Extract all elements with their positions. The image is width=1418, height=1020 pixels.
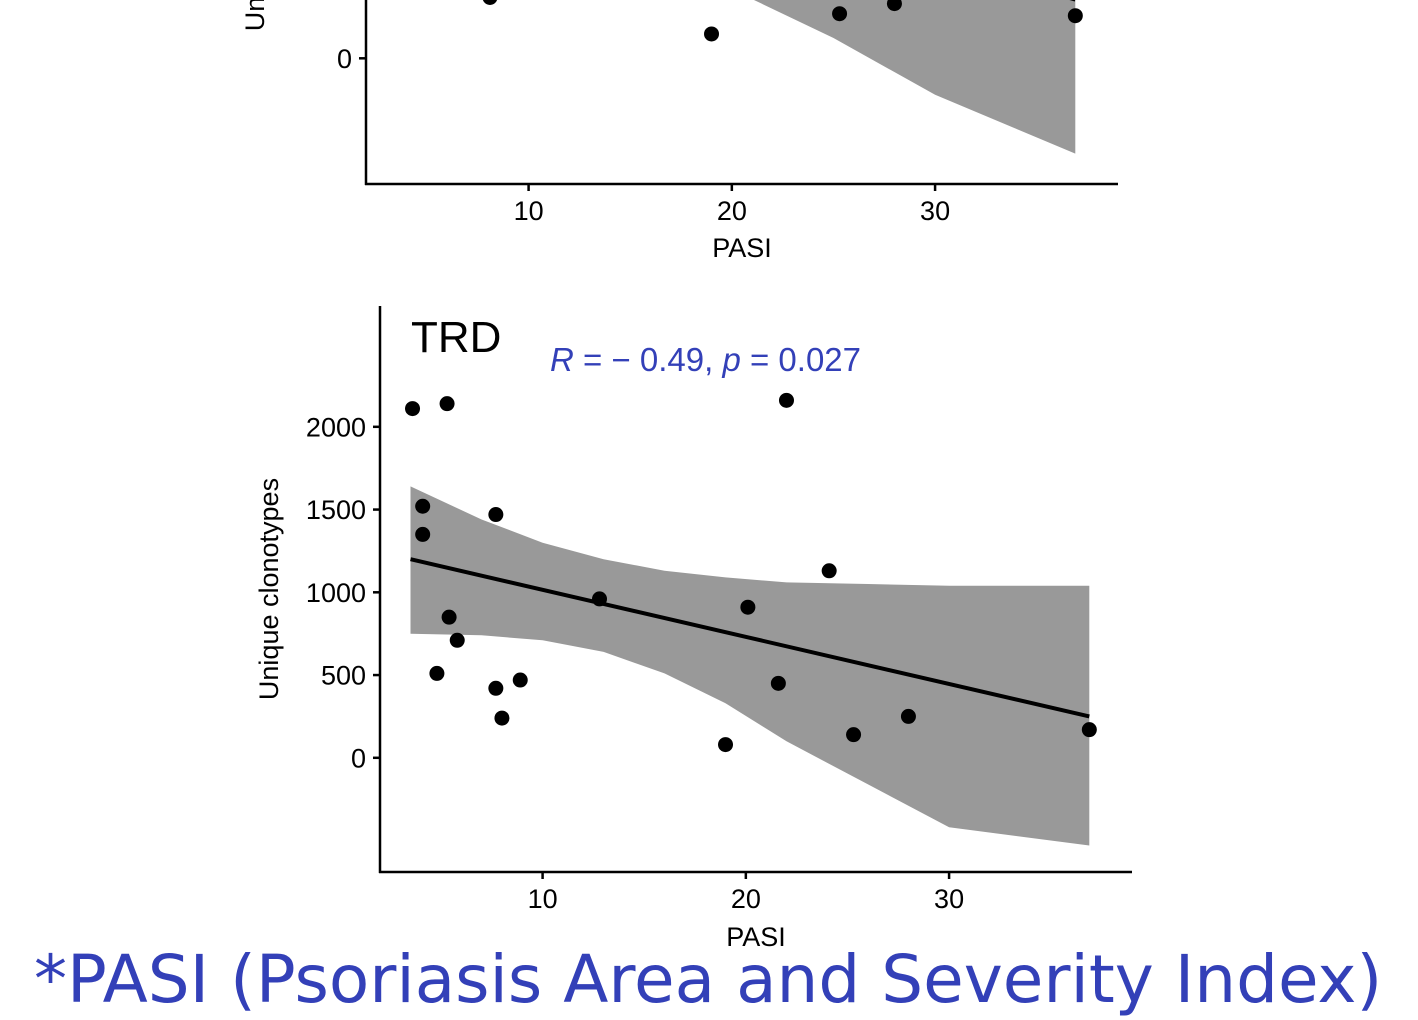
confidence-band <box>410 486 1090 846</box>
data-point <box>770 675 786 691</box>
x-axis-title: PASI <box>712 233 772 263</box>
panel-label: TRD <box>411 313 501 362</box>
y-tick-label: 500 <box>321 661 366 691</box>
confidence-band <box>753 0 1076 154</box>
data-point <box>494 710 510 726</box>
data-point <box>778 392 794 408</box>
data-point <box>740 599 756 615</box>
data-point <box>439 396 455 412</box>
x-tick-label: 30 <box>920 196 950 226</box>
y-tick-label: 2000 <box>306 412 366 442</box>
panel-top-partial: 1020300500PASIUn <box>240 0 1118 263</box>
data-point <box>512 672 528 688</box>
panel-trd: 10 20 30 0 500 1000 1500 2000 PASI Unique clonoty… <box>254 306 1132 952</box>
x-tick-label: 20 <box>731 884 761 914</box>
regression-line <box>410 557 1090 719</box>
data-point <box>429 665 445 681</box>
x-tick-label: 20 <box>717 196 747 226</box>
y-tick-label: 1500 <box>306 495 366 525</box>
correlation-stat: R = − 0.49, p = 0.027 <box>550 341 861 378</box>
data-point <box>832 6 848 22</box>
data-point <box>482 0 498 5</box>
data-point <box>488 680 504 696</box>
y-tick-label: 0 <box>351 743 366 773</box>
data-point <box>821 563 837 579</box>
y-tick-label: 1000 <box>306 578 366 608</box>
data-point <box>718 737 734 753</box>
data-point <box>449 632 465 648</box>
y-axis-title: Unique clonotypes <box>254 478 284 700</box>
data-point <box>886 0 902 12</box>
footnote: *PASI (Psoriasis Area and Severity Index… <box>34 941 1383 1018</box>
data-point <box>900 708 916 724</box>
data-point <box>415 498 431 514</box>
x-tick-label: 10 <box>514 196 544 226</box>
data-point <box>592 591 608 607</box>
y-tick-label: 0 <box>337 44 352 74</box>
y-axis-title: Un <box>240 0 270 31</box>
x-tick-label: 10 <box>528 884 558 914</box>
data-point <box>488 507 504 523</box>
data-point <box>415 526 431 542</box>
data-point <box>1067 8 1083 24</box>
x-axis-title: PASI <box>726 922 786 952</box>
data-point <box>405 401 421 417</box>
data-point <box>704 26 720 42</box>
x-tick-label: 30 <box>934 884 964 914</box>
data-point <box>1081 722 1097 738</box>
data-point <box>441 609 457 625</box>
data-point <box>846 727 862 743</box>
